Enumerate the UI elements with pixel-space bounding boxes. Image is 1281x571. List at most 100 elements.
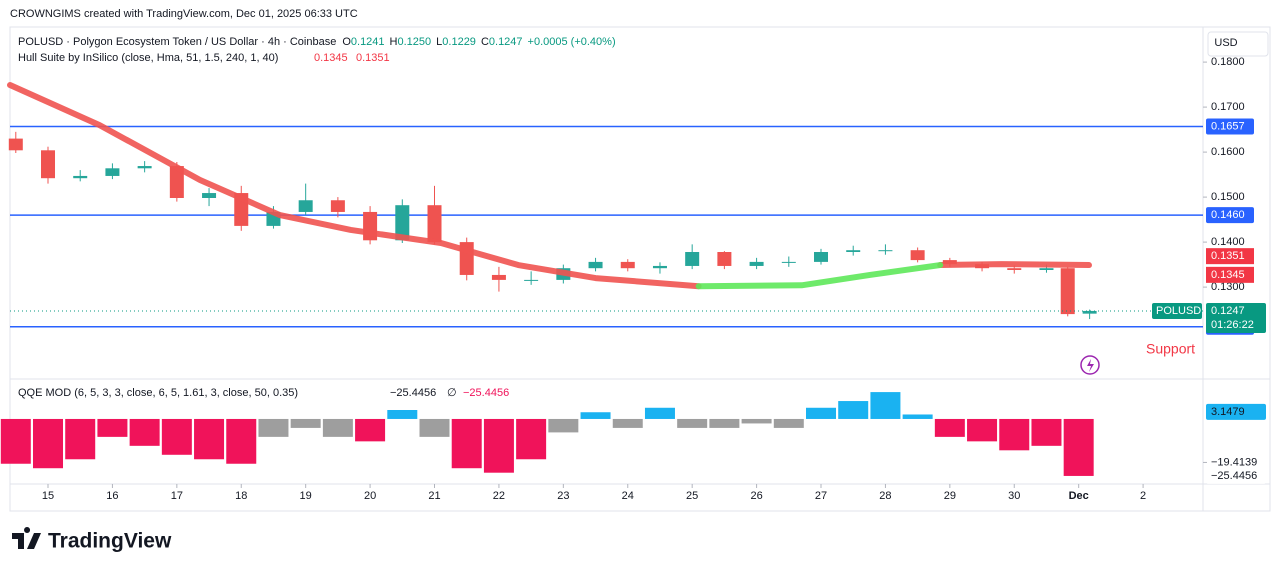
qqe-value: −25.4456 <box>390 387 436 399</box>
qqe-bar <box>548 418 579 433</box>
qqe-bar <box>419 418 450 437</box>
qqe-bar <box>1063 418 1094 476</box>
qqe-title: QQE MOD (6, 5, 3, 3, close, 6, 5, 1.61, … <box>18 387 298 399</box>
hull-label: 0.1345 <box>1211 269 1245 281</box>
hull-line <box>695 262 944 290</box>
qqe-label: −25.4456 <box>1211 470 1257 482</box>
qqe-bar <box>516 418 547 460</box>
ohlc-value: 0.1250 <box>398 36 432 48</box>
x-tick-label: 16 <box>106 490 118 502</box>
qqe-bar <box>129 418 160 446</box>
qqe-bar <box>967 418 998 442</box>
candle-body <box>137 166 152 169</box>
ohlc-key: C <box>481 36 489 48</box>
hull-line <box>7 82 1092 290</box>
candle-body <box>1039 268 1054 270</box>
candle-body <box>524 279 539 281</box>
qqe-bar <box>226 418 257 464</box>
ohlc-value: 0.1247 <box>489 36 523 48</box>
x-tick-label: 19 <box>300 490 312 502</box>
ohlc-value: 0.1241 <box>351 36 385 48</box>
level-label-bg <box>1206 118 1254 135</box>
candle-body <box>330 200 345 212</box>
x-tick-label: 18 <box>235 490 247 502</box>
y-tick-label: 0.1300 <box>1211 281 1245 293</box>
x-tick-label: 23 <box>557 490 569 502</box>
candle-body <box>749 261 764 266</box>
qqe-bar <box>644 407 675 419</box>
last-price-bg <box>1206 302 1266 333</box>
qqe-tick-label: −19.4139 <box>1211 456 1257 468</box>
qqe-bar <box>451 418 482 469</box>
hull-label: 0.1351 <box>1211 250 1245 262</box>
currency[interactable]: USD <box>1214 37 1237 49</box>
qqe-bar <box>773 418 804 428</box>
candle-body <box>169 166 184 198</box>
candle-body <box>878 250 893 252</box>
x-tick-label: 20 <box>364 490 376 502</box>
qqe-bar <box>194 418 225 460</box>
candle-body <box>1060 268 1075 315</box>
candle-body <box>781 261 796 263</box>
qqe-bar <box>355 418 386 442</box>
indicator-value: 0.1351 <box>356 52 390 64</box>
candle-body <box>652 265 667 269</box>
qqe-bar <box>741 418 772 424</box>
qqe-bar <box>806 407 837 419</box>
event-icon[interactable] <box>1080 355 1100 375</box>
qqe-bar <box>902 414 933 419</box>
qqe-bar <box>580 412 611 419</box>
candle-body <box>1007 268 1022 270</box>
y-tick-label: 0.1600 <box>1211 146 1245 158</box>
frame <box>9 26 1271 512</box>
qqe-bar <box>161 418 192 455</box>
candle-body <box>1082 310 1097 314</box>
candle-body <box>202 193 217 198</box>
candle-body <box>588 261 603 269</box>
qqe-value: −25.4456 <box>463 387 509 399</box>
symbol-tag-bg <box>1152 302 1202 319</box>
candle-body <box>814 252 829 262</box>
qqe-label-bg <box>1206 403 1266 420</box>
event-icon-bolt <box>1087 359 1094 372</box>
level-label: 0.1460 <box>1211 209 1245 221</box>
candle-body <box>620 261 635 269</box>
currency-box[interactable] <box>1207 31 1269 57</box>
hull-label-bg <box>1206 266 1254 283</box>
y-tick-label: 0.1800 <box>1211 56 1245 68</box>
annotation: Support <box>1146 341 1195 357</box>
change: +0.0005 (+0.40%) <box>528 36 616 48</box>
qqe-bar <box>612 418 643 428</box>
qqe-value: ∅ <box>447 387 457 399</box>
level-label: 0.1657 <box>1211 120 1245 132</box>
symbol-tag: POLUSD <box>1156 305 1201 317</box>
qqe-label-bg <box>1206 467 1266 484</box>
x-tick-label: 24 <box>622 490 634 502</box>
qqe-bar <box>0 418 31 464</box>
x-tick-label: 15 <box>42 490 54 502</box>
qqe-bar <box>258 418 289 437</box>
x-tick-label: Dec <box>1069 490 1089 502</box>
x-tick-label: 29 <box>944 490 956 502</box>
ohlc-value: 0.1229 <box>442 36 476 48</box>
candle-body <box>910 250 925 261</box>
indicator-title: Hull Suite by InSilico (close, Hma, 51, … <box>18 52 278 64</box>
qqe-bar <box>290 418 321 428</box>
qqe-bar <box>97 418 128 437</box>
qqe-bar <box>1031 418 1062 446</box>
y-tick-label: 0.1700 <box>1211 101 1245 113</box>
logo-mark <box>12 527 41 549</box>
qqe-bar <box>65 418 96 460</box>
qqe-bar <box>677 418 708 428</box>
ohlc-key: L <box>436 36 442 48</box>
candle-body <box>8 138 23 151</box>
x-tick-label: 26 <box>750 490 762 502</box>
credit: CROWNGIMS created with TradingView.com, … <box>10 8 358 20</box>
qqe-bar <box>934 418 965 437</box>
last-price-label: 0.1247 <box>1211 305 1245 317</box>
qqe-bar <box>33 418 64 469</box>
qqe-bar <box>322 418 353 437</box>
ohlc-key: O <box>342 36 351 48</box>
qqe-label: 3.1479 <box>1211 406 1245 418</box>
